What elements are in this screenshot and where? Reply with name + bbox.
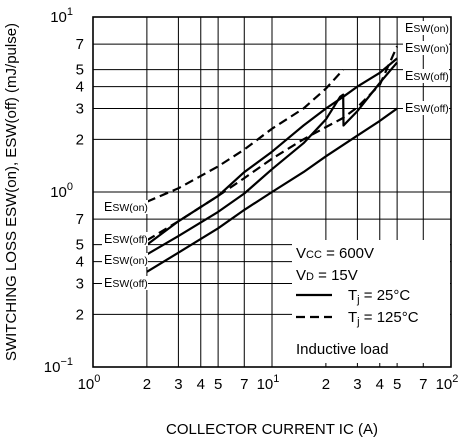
x-tick-label: 101	[257, 373, 280, 393]
legend-box	[292, 240, 450, 363]
y-tick-label: 101	[50, 6, 73, 26]
legend-entry-label: Tj = 25°C	[348, 287, 410, 306]
curve-label-right: ESW(off)	[405, 101, 449, 115]
x-tick-label: 3	[174, 376, 182, 393]
series-line-eoff_25	[146, 61, 398, 256]
curve-label-left-bg	[102, 200, 148, 214]
curve-label-left: ESW(on)	[104, 253, 148, 267]
curve-label-right: ESW(off)	[405, 69, 449, 83]
x-tick-labels: 100 2 3 4 5 7 101 2 3 4 5 7 102	[78, 373, 459, 393]
y-tick-label: 100	[50, 181, 73, 201]
curve-labels: ESW(on) ESW(on) ESW(off) ESW(off) ESW(on) ESW…	[102, 21, 449, 290]
y-tick-label: 10−1	[44, 356, 73, 376]
x-tick-label: 2	[143, 376, 151, 393]
y-tick-label: 5	[76, 237, 84, 254]
legend-condition-vd: VD = 15V	[296, 267, 358, 284]
y-tick-label: 2	[76, 131, 84, 148]
legend-entry-label: Tj = 125°C	[348, 309, 419, 328]
curve-label-right: ESW(on)	[405, 21, 449, 35]
x-tick-label: 7	[419, 376, 427, 393]
series-lines	[146, 45, 399, 273]
series-line-eoff_25_lower	[146, 107, 398, 273]
x-tick-label: 4	[376, 376, 384, 393]
x-tick-label: 5	[214, 376, 222, 393]
x-tick-label: 3	[353, 376, 361, 393]
curve-label-left: ESW(on)	[104, 200, 148, 214]
y-tick-label: 5	[76, 62, 84, 79]
y-tick-label: 3	[76, 276, 84, 293]
x-tick-label: 2	[322, 376, 330, 393]
series-line-eon_125	[146, 68, 345, 203]
series-line-eon_25	[146, 57, 398, 246]
y-tick-label: 7	[76, 211, 84, 228]
y-tick-label: 3	[76, 101, 84, 118]
curve-label-left: ESW(off)	[104, 276, 148, 290]
curve-label-left-bg	[102, 276, 148, 290]
x-tick-label: 100	[78, 373, 101, 393]
x-tick-label: 7	[240, 376, 248, 393]
curve-label-right: ESW(on)	[405, 41, 449, 55]
y-tick-label: 7	[76, 36, 84, 53]
y-tick-label: 4	[76, 79, 84, 96]
x-tick-label: 102	[436, 373, 459, 393]
plot-frame	[92, 16, 452, 368]
legend-condition-vcc: VCC = 600V	[296, 245, 374, 262]
x-tick-label: 5	[393, 376, 401, 393]
curve-label-left-bg	[102, 253, 148, 267]
curve-label-right-bg	[403, 21, 449, 35]
x-tick-label: 4	[197, 376, 205, 393]
series-line-eoff_125	[146, 45, 399, 242]
y-tick-label: 4	[76, 254, 84, 271]
y-tick-label: 2	[76, 306, 84, 323]
legend: VCC = 600V VD = 15V Tj = 25°C Tj = 125°C Ind…	[292, 240, 450, 363]
x-axis-label: COLLECTOR CURRENT IC (A)	[166, 421, 378, 438]
curve-label-right-bg	[403, 69, 449, 83]
curve-label-left-bg	[102, 232, 148, 246]
curve-label-left: ESW(off)	[104, 232, 148, 246]
curve-label-right-bg	[403, 41, 449, 55]
y-axis-label: SWITCHING LOSS ESW(on), ESW(off) (mJ/pul…	[3, 23, 20, 361]
legend-note: Inductive load	[296, 341, 389, 358]
curve-label-right-bg	[403, 101, 449, 115]
